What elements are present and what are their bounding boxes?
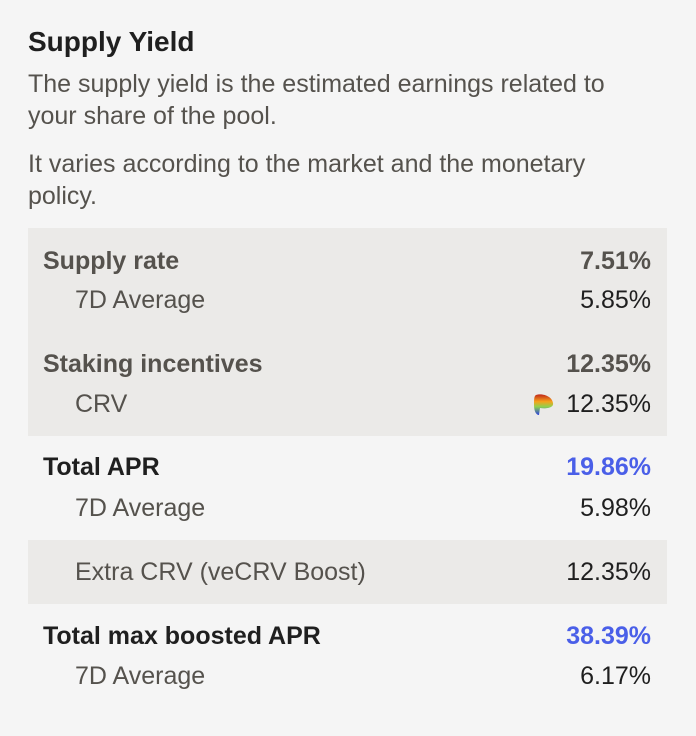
extra-value: 12.35% [566,557,651,586]
supply-rate-row: Supply rate 7.51% [28,244,667,278]
staking-row: Staking incentives 12.35% [28,347,667,381]
extra-row: Extra CRV (veCRV Boost) 12.35% [28,555,667,589]
max-apr-avg-value: 6.17% [580,661,651,690]
supply-rate-value: 7.51% [580,246,651,275]
supply-block: Supply rate 7.51% 7D Average 5.85% Staki… [28,228,667,436]
page-title: Supply Yield [28,26,195,57]
total-apr-avg-row: 7D Average 5.98% [28,491,667,525]
max-apr-block: Total max boosted APR 38.39% 7D Average … [28,604,667,714]
total-apr-avg-value: 5.98% [580,493,651,522]
max-apr-row: Total max boosted APR 38.39% [28,619,667,653]
supply-rate-label: Supply rate [43,246,180,275]
crv-label: CRV [75,389,128,418]
supply-avg-label: 7D Average [75,285,206,314]
staking-value: 12.35% [566,349,651,378]
description-1: The supply yield is the estimated earnin… [28,70,605,130]
total-apr-row: Total APR 19.86% [28,450,667,484]
crv-value: 12.35% [566,389,651,418]
curve-logo-icon [534,394,554,415]
supply-avg-value: 5.85% [580,285,651,314]
description-2: It varies according to the market and th… [28,150,586,210]
max-apr-value: 38.39% [566,621,651,650]
total-apr-block: Total APR 19.86% 7D Average 5.98% [28,436,667,540]
total-apr-avg-label: 7D Average [75,493,206,522]
supply-avg-row: 7D Average 5.85% [28,283,667,317]
extra-label: Extra CRV (veCRV Boost) [75,557,366,586]
crv-row: CRV 12.35% [28,387,667,421]
total-apr-label: Total APR [43,452,160,481]
total-apr-value: 19.86% [566,452,651,481]
max-apr-avg-row: 7D Average 6.17% [28,659,667,693]
max-apr-label: Total max boosted APR [43,621,321,650]
extra-block: Extra CRV (veCRV Boost) 12.35% [28,540,667,604]
staking-label: Staking incentives [43,349,263,378]
max-apr-avg-label: 7D Average [75,661,206,690]
